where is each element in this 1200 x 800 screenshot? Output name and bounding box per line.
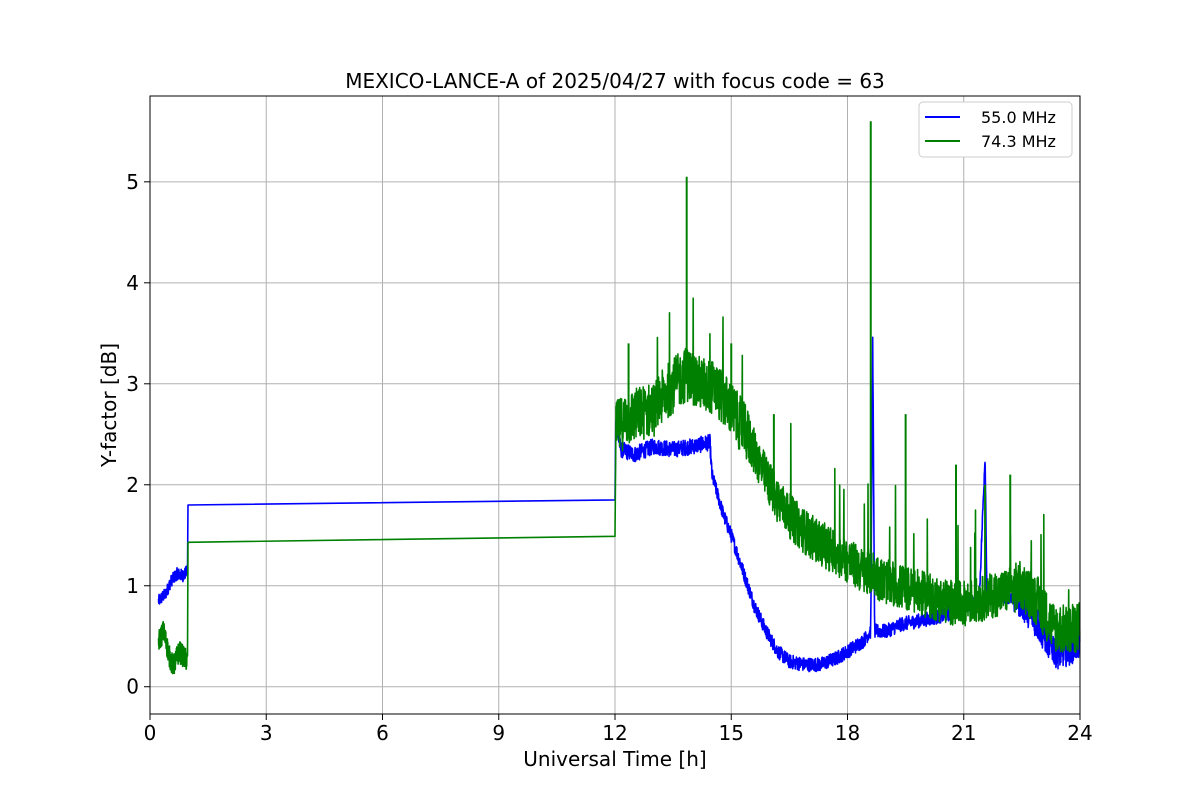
legend-label: 74.3 MHz bbox=[981, 132, 1056, 151]
y-axis-label: Y-factor [dB] bbox=[97, 343, 121, 468]
x-tick-label: 18 bbox=[835, 721, 860, 745]
y-tick-label: 3 bbox=[126, 372, 139, 396]
x-tick-label: 6 bbox=[376, 721, 389, 745]
x-tick-label: 15 bbox=[719, 721, 744, 745]
x-tick-label: 12 bbox=[602, 721, 627, 745]
y-tick-label: 0 bbox=[126, 675, 139, 699]
y-tick-label: 2 bbox=[126, 473, 139, 497]
chart-title: MEXICO-LANCE-A of 2025/04/27 with focus … bbox=[345, 69, 885, 93]
legend-label: 55.0 MHz bbox=[981, 108, 1056, 127]
legend-box bbox=[918, 101, 1073, 158]
series-layer bbox=[157, 121, 1081, 675]
x-axis-label: Universal Time [h] bbox=[523, 747, 706, 771]
x-tick-label: 0 bbox=[144, 721, 157, 745]
y-tick-label: 1 bbox=[126, 574, 139, 598]
x-tick-label: 3 bbox=[260, 721, 273, 745]
x-tick-label: 24 bbox=[1067, 721, 1092, 745]
x-tick-label: 9 bbox=[492, 721, 505, 745]
x-tick-label: 21 bbox=[951, 721, 976, 745]
y-tick-label: 5 bbox=[126, 170, 139, 194]
y-tick-label: 4 bbox=[126, 271, 139, 295]
legend: 55.0 MHz 74.3 MHz bbox=[918, 101, 1073, 158]
series-line-2 bbox=[157, 297, 1081, 675]
